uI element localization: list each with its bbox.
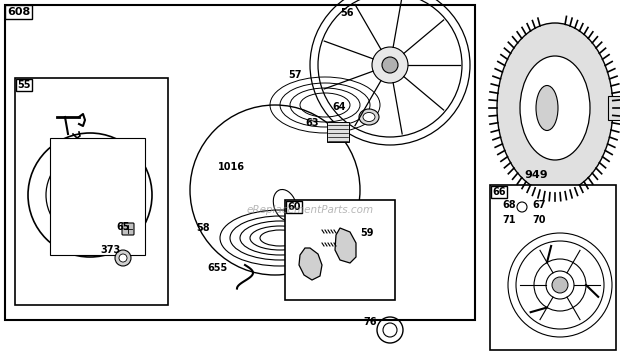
- Polygon shape: [299, 248, 322, 280]
- Text: eReplacementParts.com: eReplacementParts.com: [246, 205, 374, 215]
- Circle shape: [119, 254, 127, 262]
- Bar: [490, 185, 616, 350]
- Text: 59: 59: [360, 228, 373, 238]
- Circle shape: [382, 57, 398, 73]
- Text: 64: 64: [332, 102, 345, 112]
- Text: 57: 57: [288, 70, 301, 80]
- Ellipse shape: [497, 23, 613, 193]
- Text: 76: 76: [363, 317, 377, 327]
- Bar: [15, 78, 168, 305]
- Circle shape: [372, 47, 408, 83]
- Bar: [327, 122, 349, 142]
- Ellipse shape: [363, 112, 375, 121]
- Circle shape: [552, 277, 568, 293]
- FancyBboxPatch shape: [122, 223, 134, 235]
- Ellipse shape: [536, 86, 558, 131]
- Ellipse shape: [359, 109, 379, 125]
- Bar: [50, 138, 145, 255]
- Text: 67: 67: [532, 200, 546, 210]
- Text: 71: 71: [502, 215, 515, 225]
- Text: 68: 68: [502, 200, 516, 210]
- Text: 70: 70: [532, 215, 546, 225]
- Text: 55: 55: [17, 80, 30, 90]
- Bar: [608, 96, 620, 120]
- Text: 66: 66: [492, 187, 505, 197]
- Polygon shape: [335, 228, 356, 263]
- Circle shape: [115, 250, 131, 266]
- Ellipse shape: [273, 189, 297, 221]
- Text: 608: 608: [7, 7, 30, 17]
- Text: 63: 63: [305, 118, 319, 128]
- Text: 60: 60: [287, 202, 301, 212]
- Bar: [5, 5, 475, 320]
- Bar: [285, 200, 395, 300]
- Text: 949: 949: [524, 170, 547, 180]
- Text: 655: 655: [207, 263, 228, 273]
- Text: 1016: 1016: [218, 162, 245, 172]
- Text: 56: 56: [340, 8, 353, 18]
- Text: 58: 58: [196, 223, 210, 233]
- Text: 373: 373: [100, 245, 120, 255]
- Text: 65: 65: [116, 222, 130, 232]
- Ellipse shape: [520, 56, 590, 160]
